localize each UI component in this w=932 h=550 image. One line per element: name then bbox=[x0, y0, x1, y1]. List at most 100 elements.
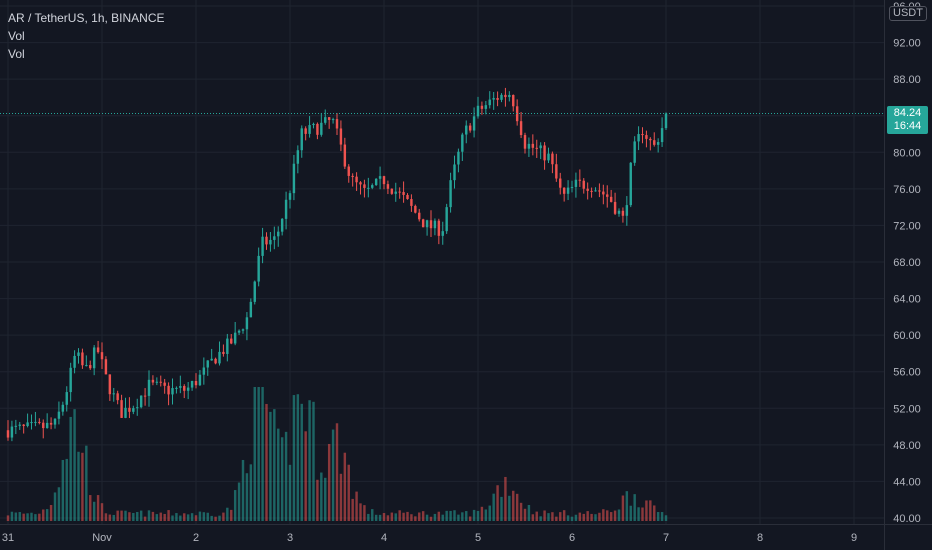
candle-body[interactable] bbox=[653, 140, 656, 145]
candle-body[interactable] bbox=[504, 94, 507, 98]
candle-body[interactable] bbox=[598, 190, 601, 192]
candle-body[interactable] bbox=[65, 392, 68, 405]
candle-body[interactable] bbox=[539, 145, 542, 149]
candle-body[interactable] bbox=[277, 231, 280, 237]
candle-body[interactable] bbox=[61, 404, 65, 412]
candle-body[interactable] bbox=[414, 205, 417, 213]
candle-body[interactable] bbox=[488, 99, 491, 106]
candle-body[interactable] bbox=[406, 194, 409, 200]
candle-body[interactable] bbox=[320, 122, 323, 135]
candle-body[interactable] bbox=[512, 94, 515, 107]
candle-body[interactable] bbox=[343, 144, 347, 167]
candle-body[interactable] bbox=[351, 175, 354, 177]
candle-body[interactable] bbox=[245, 317, 249, 330]
candle-body[interactable] bbox=[398, 191, 401, 193]
candle-body[interactable] bbox=[214, 358, 217, 364]
candle-body[interactable] bbox=[359, 182, 362, 185]
candle-body[interactable] bbox=[582, 180, 585, 189]
candle-body[interactable] bbox=[515, 106, 519, 122]
candle-body[interactable] bbox=[480, 105, 484, 109]
candle-body[interactable] bbox=[171, 388, 174, 395]
price-axis[interactable]: 40.00 44.00 48.00 52.00 56.00 60.00 64.00 68.00… bbox=[893, 1, 921, 525]
candle-body[interactable] bbox=[179, 386, 182, 388]
candle-body[interactable] bbox=[241, 329, 245, 331]
candle-body[interactable] bbox=[261, 236, 264, 256]
candle-body[interactable] bbox=[606, 194, 609, 197]
candle-body[interactable] bbox=[34, 421, 37, 423]
candle-body[interactable] bbox=[45, 422, 49, 429]
candle-body[interactable] bbox=[210, 358, 213, 361]
candle-body[interactable] bbox=[92, 347, 96, 369]
candle-body[interactable] bbox=[108, 374, 112, 395]
candle-body[interactable] bbox=[371, 185, 374, 188]
candle-body[interactable] bbox=[10, 426, 14, 438]
candle-body[interactable] bbox=[124, 407, 127, 418]
candle-body[interactable] bbox=[543, 145, 546, 161]
candle-body[interactable] bbox=[183, 386, 186, 391]
candle-body[interactable] bbox=[367, 187, 370, 189]
candle-body[interactable] bbox=[429, 220, 433, 229]
candle-body[interactable] bbox=[457, 151, 460, 165]
candle-body[interactable] bbox=[230, 338, 233, 344]
candle-body[interactable] bbox=[559, 178, 562, 188]
candle-body[interactable] bbox=[527, 143, 531, 149]
candle-body[interactable] bbox=[445, 207, 448, 232]
candle-body[interactable] bbox=[167, 385, 170, 395]
candle-body[interactable] bbox=[339, 128, 343, 145]
candle-body[interactable] bbox=[390, 188, 394, 194]
candle-body[interactable] bbox=[613, 201, 617, 214]
candle-body[interactable] bbox=[100, 352, 104, 360]
candle-body[interactable] bbox=[85, 365, 88, 367]
candle-body[interactable] bbox=[284, 199, 288, 219]
candle-body[interactable] bbox=[492, 98, 495, 100]
candle-body[interactable] bbox=[508, 94, 511, 98]
candle-body[interactable] bbox=[206, 360, 209, 368]
time-axis[interactable]: 31 Nov 2 3 4 5 6 7 8 9 bbox=[2, 532, 857, 544]
candle-body[interactable] bbox=[159, 381, 162, 383]
candlesticks[interactable] bbox=[6, 87, 668, 442]
candle-body[interactable] bbox=[18, 424, 21, 426]
candle-body[interactable] bbox=[617, 210, 621, 214]
candle-body[interactable] bbox=[132, 408, 135, 412]
candle-body[interactable] bbox=[602, 191, 605, 195]
candle-body[interactable] bbox=[226, 338, 229, 354]
candle-body[interactable] bbox=[292, 163, 296, 194]
candle-body[interactable] bbox=[237, 330, 241, 333]
candle-body[interactable] bbox=[551, 153, 554, 165]
candle-body[interactable] bbox=[6, 430, 10, 438]
candle-body[interactable] bbox=[14, 425, 18, 427]
candle-body[interactable] bbox=[308, 125, 311, 134]
candle-body[interactable] bbox=[312, 123, 315, 126]
candle-body[interactable] bbox=[151, 379, 155, 383]
candle-body[interactable] bbox=[645, 135, 648, 139]
candle-body[interactable] bbox=[300, 128, 303, 151]
candle-body[interactable] bbox=[253, 281, 256, 302]
candle-body[interactable] bbox=[449, 180, 452, 208]
candle-body[interactable] bbox=[547, 153, 550, 161]
candle-body[interactable] bbox=[155, 381, 159, 383]
candle-body[interactable] bbox=[363, 184, 366, 188]
candle-body[interactable] bbox=[288, 193, 292, 200]
candle-body[interactable] bbox=[472, 116, 476, 131]
candle-body[interactable] bbox=[421, 219, 425, 228]
candle-body[interactable] bbox=[578, 179, 582, 181]
candle-body[interactable] bbox=[570, 186, 574, 188]
candle-body[interactable] bbox=[194, 380, 198, 386]
candle-body[interactable] bbox=[621, 210, 625, 216]
candle-body[interactable] bbox=[629, 162, 632, 206]
volume-indicator-label-2[interactable]: Vol bbox=[8, 47, 25, 61]
candle-body[interactable] bbox=[38, 421, 41, 423]
candle-body[interactable] bbox=[453, 164, 456, 181]
candle-body[interactable] bbox=[324, 117, 327, 123]
candle-body[interactable] bbox=[198, 374, 202, 386]
candle-body[interactable] bbox=[555, 164, 558, 179]
candle-body[interactable] bbox=[222, 351, 225, 354]
candle-body[interactable] bbox=[304, 128, 307, 134]
candle-body[interactable] bbox=[402, 192, 405, 195]
candle-body[interactable] bbox=[96, 347, 100, 353]
candle-body[interactable] bbox=[265, 236, 268, 245]
candle-body[interactable] bbox=[566, 187, 570, 194]
candle-body[interactable] bbox=[437, 220, 441, 236]
candle-body[interactable] bbox=[143, 395, 147, 397]
currency-unit-label[interactable]: USDT bbox=[889, 6, 927, 21]
